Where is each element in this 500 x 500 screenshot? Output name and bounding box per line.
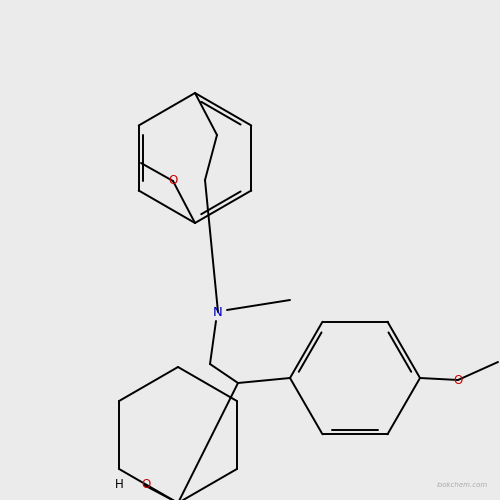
- Text: O: O: [168, 174, 177, 188]
- Text: lookchem.com: lookchem.com: [437, 482, 488, 488]
- Text: H: H: [115, 478, 124, 492]
- Text: O: O: [141, 478, 150, 492]
- Text: N: N: [213, 306, 223, 318]
- Text: O: O: [454, 374, 462, 386]
